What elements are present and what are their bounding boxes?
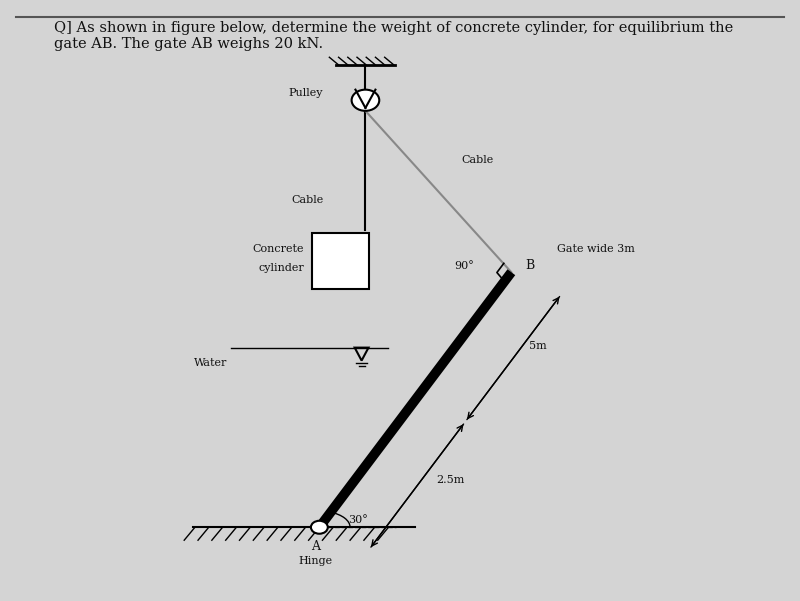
Text: Gate wide 3m: Gate wide 3m [558, 243, 635, 254]
Text: A: A [311, 540, 320, 553]
Text: Pulley: Pulley [289, 88, 323, 97]
Bar [312, 233, 370, 288]
Text: 30°: 30° [349, 514, 368, 525]
Text: 90°: 90° [454, 261, 474, 271]
Text: Cable: Cable [462, 154, 494, 165]
Text: Cable: Cable [291, 195, 323, 206]
Text: B: B [525, 259, 534, 272]
Text: 2.5m: 2.5m [437, 475, 465, 484]
Text: cylinder: cylinder [258, 263, 304, 273]
Text: 5m: 5m [529, 341, 546, 351]
Text: Q] As shown in figure below, determine the weight of concrete cylinder, for equi: Q] As shown in figure below, determine t… [54, 20, 734, 51]
Circle shape [311, 521, 328, 534]
Text: Hinge: Hinge [298, 556, 333, 566]
Text: Concrete: Concrete [253, 244, 304, 254]
Circle shape [352, 90, 379, 111]
Text: Water: Water [194, 358, 227, 368]
